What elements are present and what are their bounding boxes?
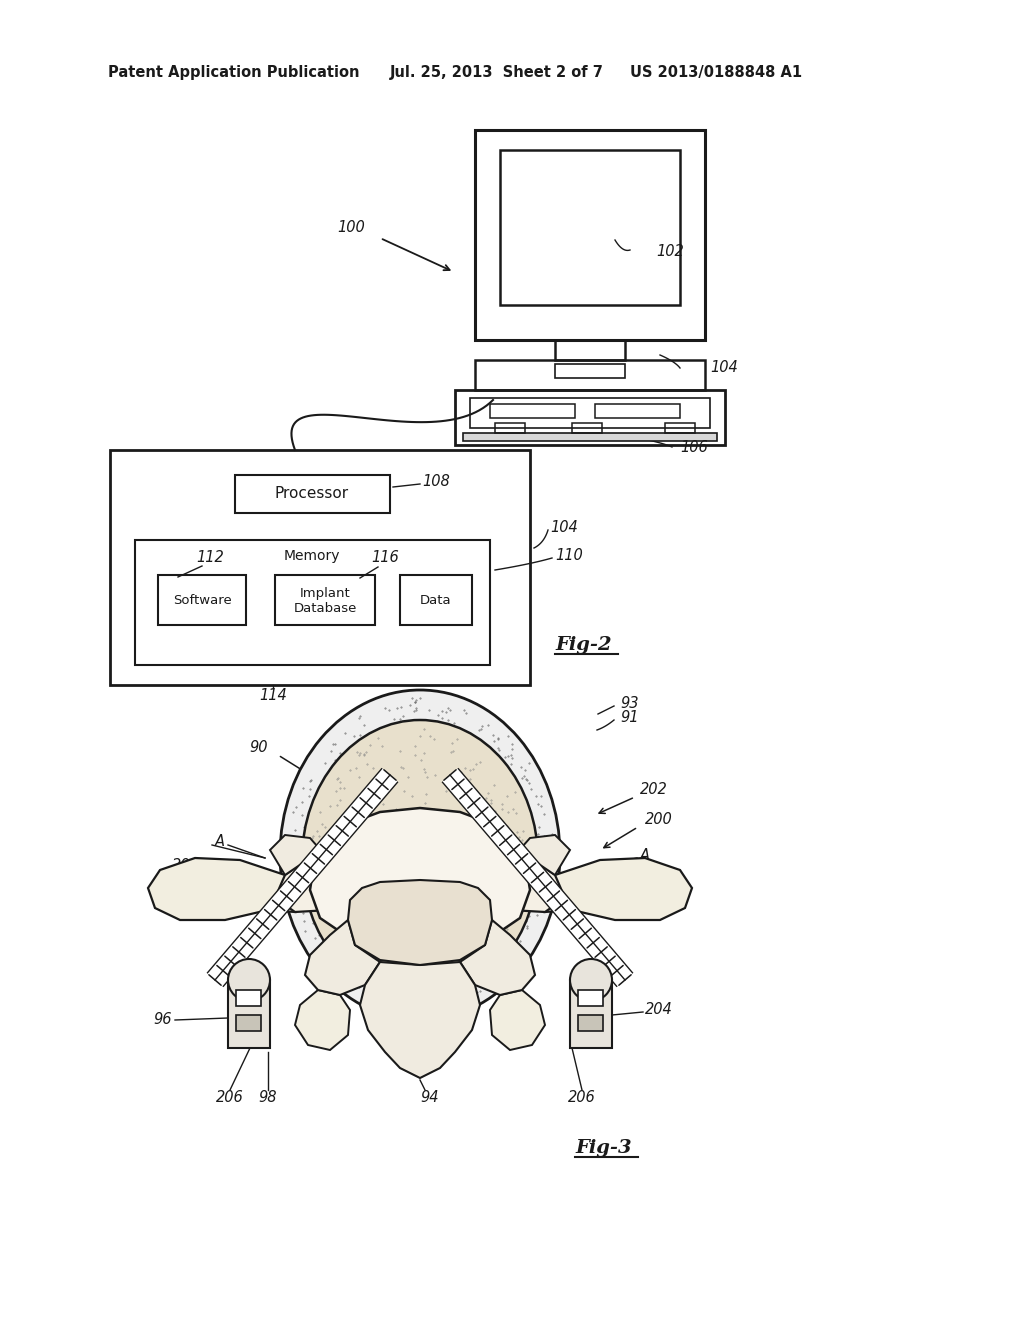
Text: 100: 100 — [337, 220, 365, 235]
Text: 92: 92 — [374, 903, 392, 917]
Text: US 2013/0188848 A1: US 2013/0188848 A1 — [630, 65, 802, 79]
Polygon shape — [460, 920, 535, 995]
Polygon shape — [295, 990, 350, 1049]
Bar — [110, 450, 530, 685]
Text: 204: 204 — [645, 1002, 673, 1018]
Bar — [665, 422, 695, 433]
Text: 93: 93 — [620, 697, 639, 711]
Bar — [228, 979, 270, 1048]
Text: Patent Application Publication: Patent Application Publication — [108, 65, 359, 79]
Bar — [400, 576, 472, 624]
Text: 200: 200 — [645, 813, 673, 828]
Polygon shape — [515, 836, 570, 875]
Bar — [455, 389, 725, 445]
Bar — [236, 1015, 261, 1031]
Text: 110: 110 — [555, 548, 583, 562]
Circle shape — [570, 960, 612, 1001]
Text: 104: 104 — [710, 360, 737, 375]
Polygon shape — [270, 836, 325, 875]
Bar — [475, 129, 705, 341]
Bar — [236, 990, 261, 1006]
Bar — [595, 404, 680, 418]
Text: 108: 108 — [422, 474, 450, 490]
Bar — [555, 364, 625, 378]
Text: Data: Data — [420, 594, 452, 606]
Text: A: A — [640, 847, 650, 862]
Text: Memory: Memory — [284, 549, 340, 564]
Text: 114: 114 — [259, 688, 287, 702]
Text: 102: 102 — [656, 244, 684, 260]
Bar — [490, 404, 575, 418]
Text: 98: 98 — [259, 1090, 278, 1106]
Text: 112: 112 — [197, 550, 224, 565]
Polygon shape — [148, 858, 295, 920]
Text: 90: 90 — [250, 741, 268, 755]
Text: 96: 96 — [154, 1012, 172, 1027]
Polygon shape — [545, 858, 692, 920]
Circle shape — [228, 960, 270, 1001]
Bar — [572, 422, 602, 433]
Polygon shape — [360, 962, 480, 1078]
Bar — [234, 475, 390, 513]
Polygon shape — [305, 920, 380, 995]
Bar — [275, 576, 375, 624]
Bar — [555, 341, 625, 360]
Bar — [135, 540, 490, 665]
Text: 200: 200 — [172, 858, 200, 873]
Text: 116: 116 — [371, 550, 399, 565]
Text: Database: Database — [293, 602, 356, 615]
Text: 104: 104 — [550, 520, 578, 536]
Polygon shape — [348, 880, 492, 965]
Polygon shape — [310, 808, 530, 945]
Text: Fig-2: Fig-2 — [555, 636, 611, 653]
Text: Processor: Processor — [274, 487, 349, 502]
Text: A: A — [215, 834, 225, 850]
Text: 206: 206 — [568, 1090, 596, 1106]
Ellipse shape — [280, 690, 560, 1020]
Text: Fig-3: Fig-3 — [575, 1139, 632, 1158]
Text: 206: 206 — [216, 1090, 244, 1106]
Polygon shape — [275, 858, 345, 912]
Ellipse shape — [302, 719, 538, 1001]
Bar — [463, 433, 717, 441]
Text: 91: 91 — [620, 710, 639, 726]
Polygon shape — [490, 990, 545, 1049]
Bar — [495, 422, 525, 433]
Text: Software: Software — [173, 594, 231, 606]
Text: 202: 202 — [640, 783, 668, 797]
Bar — [500, 150, 680, 305]
Bar — [578, 1015, 603, 1031]
Bar — [158, 576, 246, 624]
Polygon shape — [495, 858, 565, 912]
Bar — [570, 979, 612, 1048]
Text: Jul. 25, 2013  Sheet 2 of 7: Jul. 25, 2013 Sheet 2 of 7 — [390, 65, 604, 79]
Bar — [475, 360, 705, 389]
Text: 106: 106 — [680, 441, 708, 455]
Bar — [578, 990, 603, 1006]
Text: Implant: Implant — [300, 587, 350, 601]
Text: 94: 94 — [421, 1090, 439, 1106]
Bar — [470, 399, 710, 428]
